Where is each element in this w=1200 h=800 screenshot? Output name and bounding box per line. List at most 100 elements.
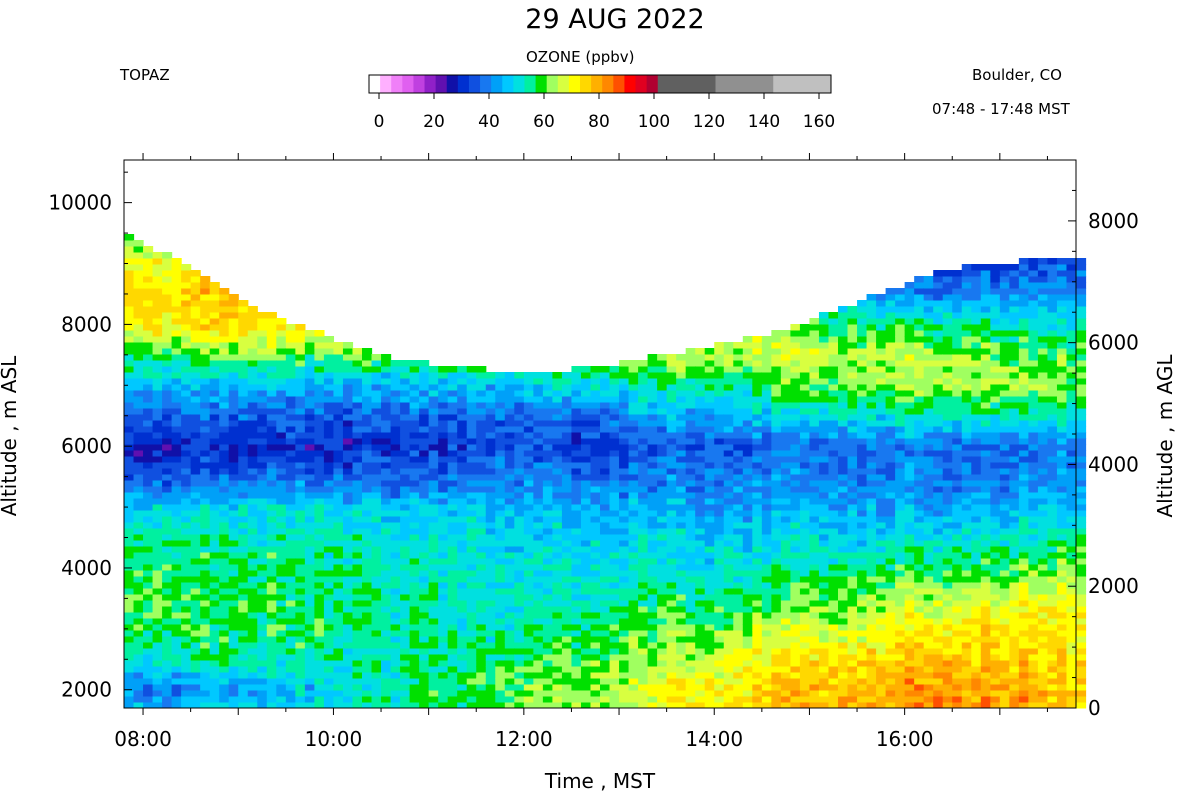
heatmap-cell bbox=[723, 468, 734, 475]
heatmap-cell bbox=[200, 570, 211, 577]
heatmap-cell bbox=[504, 420, 515, 427]
heatmap-cell bbox=[809, 378, 820, 385]
heatmap-cell bbox=[866, 408, 877, 415]
heatmap-cell bbox=[209, 282, 220, 289]
heatmap-cell bbox=[761, 558, 772, 565]
heatmap-cell bbox=[523, 654, 534, 661]
heatmap-cell bbox=[590, 684, 601, 691]
colorbar-swatch bbox=[413, 75, 426, 93]
heatmap-cell bbox=[342, 642, 354, 649]
heatmap-cell bbox=[152, 702, 163, 709]
heatmap-cell bbox=[304, 690, 315, 697]
heatmap-cell bbox=[371, 402, 382, 409]
heatmap-cell bbox=[752, 654, 763, 661]
heatmap-cell bbox=[190, 618, 201, 625]
heatmap-cell bbox=[162, 564, 173, 571]
heatmap-cell bbox=[457, 636, 468, 643]
heatmap-cell bbox=[600, 558, 611, 565]
heatmap-cell bbox=[381, 378, 392, 385]
colorbar-swatch bbox=[457, 75, 470, 93]
heatmap-cell bbox=[780, 606, 791, 613]
heatmap-cell bbox=[714, 498, 725, 505]
heatmap-cell bbox=[866, 588, 877, 595]
heatmap-cell bbox=[133, 564, 144, 571]
heatmap-cell bbox=[818, 480, 830, 487]
heatmap-cell bbox=[723, 678, 734, 685]
heatmap-cell bbox=[761, 546, 772, 553]
heatmap-cell bbox=[580, 426, 592, 433]
heatmap-cell bbox=[342, 342, 354, 349]
heatmap-cell bbox=[571, 648, 582, 655]
heatmap-cell bbox=[561, 396, 573, 403]
heatmap-cell bbox=[523, 684, 534, 691]
heatmap-cell bbox=[847, 432, 858, 439]
heatmap-cell bbox=[514, 450, 525, 457]
heatmap-cell bbox=[409, 438, 420, 445]
heatmap-cell bbox=[266, 402, 277, 409]
heatmap-cell bbox=[209, 492, 220, 499]
heatmap-cell bbox=[571, 690, 582, 697]
heatmap-cell bbox=[495, 480, 506, 487]
heatmap-cell bbox=[466, 504, 477, 511]
heatmap-cell bbox=[504, 510, 515, 517]
heatmap-cell bbox=[219, 528, 230, 535]
heatmap-cell bbox=[828, 414, 839, 421]
heatmap-cell bbox=[628, 624, 639, 631]
heatmap-cell bbox=[685, 582, 696, 589]
heatmap-cell bbox=[314, 342, 325, 349]
heatmap-cell bbox=[723, 594, 734, 601]
heatmap-cell bbox=[733, 642, 744, 649]
heatmap-cell bbox=[238, 318, 249, 325]
heatmap-cell bbox=[181, 690, 192, 697]
heatmap-cell bbox=[828, 504, 839, 511]
heatmap-cell bbox=[314, 516, 325, 523]
heatmap-cell bbox=[638, 492, 649, 499]
heatmap-cell bbox=[714, 492, 725, 499]
heatmap-cell bbox=[143, 324, 154, 331]
heatmap-cell bbox=[866, 480, 877, 487]
heatmap-cell bbox=[304, 360, 315, 367]
colorbar-swatch bbox=[580, 75, 592, 93]
heatmap-cell bbox=[371, 660, 382, 667]
heatmap-cell bbox=[809, 498, 820, 505]
heatmap-cell bbox=[752, 504, 763, 511]
heatmap-cell bbox=[761, 522, 772, 529]
heatmap-cell bbox=[809, 564, 820, 571]
heatmap-cell bbox=[676, 516, 687, 523]
heatmap-cell bbox=[152, 390, 163, 397]
heatmap-cell bbox=[495, 528, 506, 535]
heatmap-cell bbox=[428, 420, 439, 427]
heatmap-cell bbox=[304, 498, 315, 505]
heatmap-cell bbox=[619, 408, 630, 415]
heatmap-cell bbox=[704, 588, 715, 595]
heatmap-cell bbox=[590, 480, 601, 487]
heatmap-cell bbox=[419, 522, 430, 529]
heatmap-cell bbox=[171, 654, 182, 661]
heatmap-cell bbox=[247, 546, 258, 553]
heatmap-cell bbox=[447, 696, 458, 703]
heatmap-cell bbox=[447, 612, 458, 619]
heatmap-cell bbox=[580, 522, 592, 529]
heatmap-cell bbox=[866, 396, 877, 403]
heatmap-cell bbox=[304, 630, 315, 637]
heatmap-cell bbox=[780, 594, 791, 601]
heatmap-cell bbox=[780, 330, 791, 337]
heatmap-cell bbox=[533, 648, 544, 655]
heatmap-cell bbox=[362, 402, 373, 409]
heatmap-cell bbox=[552, 600, 563, 607]
heatmap-cell bbox=[257, 546, 268, 553]
heatmap-cell bbox=[590, 498, 601, 505]
heatmap-cell bbox=[133, 678, 144, 685]
heatmap-cell bbox=[276, 348, 287, 355]
heatmap-cell bbox=[628, 576, 639, 583]
heatmap-cell bbox=[152, 468, 163, 475]
heatmap-cell bbox=[733, 402, 744, 409]
heatmap-cell bbox=[171, 594, 182, 601]
heatmap-cell bbox=[285, 444, 296, 451]
heatmap-cell bbox=[771, 642, 782, 649]
heatmap-cell bbox=[371, 384, 382, 391]
heatmap-cell bbox=[514, 600, 525, 607]
heatmap-cell bbox=[419, 576, 430, 583]
heatmap-cell bbox=[485, 450, 496, 457]
heatmap-cell bbox=[857, 558, 868, 565]
